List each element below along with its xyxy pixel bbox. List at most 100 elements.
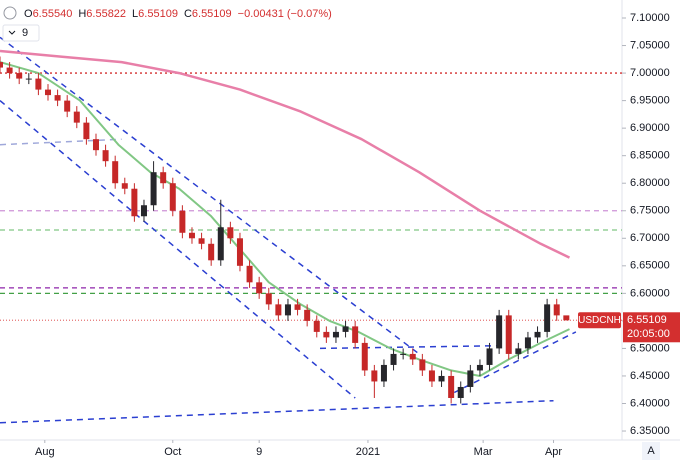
candle-body	[265, 293, 272, 305]
moving-average	[0, 61, 570, 377]
candle-body	[169, 183, 176, 211]
candle-body	[284, 304, 291, 316]
market-status-icon	[3, 6, 17, 20]
candle-body	[275, 304, 282, 316]
candle-body	[131, 188, 138, 217]
y-tick-label: 7.00000	[630, 67, 670, 79]
quote-key: H	[78, 8, 86, 20]
candle-body	[150, 172, 157, 206]
quote-value: 6.55109	[192, 8, 232, 20]
moving-average	[0, 49, 571, 259]
trendline	[453, 331, 577, 394]
candle-body	[0, 62, 3, 68]
candle-body	[121, 183, 128, 189]
candle-body	[83, 122, 90, 140]
candle-body	[524, 337, 531, 349]
quote-line: O6.55540 H6.55822 L6.55109 C6.55109 −0.00431…	[24, 8, 332, 20]
y-tick-label: 6.75000	[630, 205, 670, 217]
candle-body	[92, 139, 99, 151]
candle-body	[246, 265, 253, 283]
candle-body	[361, 342, 368, 371]
candle-body	[112, 161, 119, 184]
trendline	[0, 100, 356, 399]
candle-body	[304, 309, 311, 321]
y-tick-label: 6.65000	[630, 260, 670, 272]
quote-value: 6.55540	[33, 8, 73, 20]
candle-body	[208, 243, 215, 261]
symbol-tag	[578, 312, 621, 329]
candle-body	[428, 370, 435, 382]
candle-body	[390, 353, 397, 365]
indicator-toggle[interactable]	[2, 24, 40, 42]
candle-body	[236, 238, 243, 266]
price-tag	[623, 312, 680, 343]
candle-body	[313, 320, 320, 332]
candle-body	[64, 100, 71, 112]
candle-body	[16, 73, 23, 79]
quote-key: C	[184, 8, 192, 20]
symbol-tag-label: USDCNH	[578, 315, 621, 326]
quote-value: 6.55822	[86, 8, 126, 20]
quote-value: −0.00431 (−0.07%)	[238, 8, 332, 20]
quote-value: 6.55109	[138, 8, 178, 20]
candle-body	[102, 150, 109, 162]
x-tick-label: Mar	[474, 446, 493, 458]
candle-body	[448, 375, 455, 398]
candle-body	[496, 315, 503, 349]
indicator-count: 9	[22, 27, 28, 39]
y-tick-label: 7.10000	[630, 12, 670, 24]
candle-body	[332, 331, 339, 338]
chevron	[8, 30, 16, 35]
x-tick-label: 2021	[356, 446, 380, 458]
trendline	[319, 344, 500, 350]
candle-body	[534, 331, 541, 338]
candle-body	[544, 304, 551, 332]
y-tick-label: 6.70000	[630, 232, 670, 244]
x-tick-label: Apr	[545, 446, 562, 458]
candle-body	[217, 227, 224, 261]
y-tick-label: 6.40000	[630, 397, 670, 409]
candle-body	[25, 78, 32, 80]
candle-body	[188, 232, 195, 239]
candle-body	[323, 331, 330, 338]
price-tag-label: 6.55109	[627, 314, 667, 326]
candle-body	[400, 353, 407, 355]
auto-scale-label: A	[647, 445, 655, 457]
candle-body	[419, 359, 426, 371]
candle-body	[505, 315, 512, 354]
candle-body	[438, 375, 445, 382]
x-tick-label: Aug	[35, 446, 55, 458]
candle-body	[467, 370, 474, 387]
candle-body	[380, 364, 387, 382]
candle-body	[73, 111, 80, 123]
y-tick-label: 6.45000	[630, 370, 670, 382]
trendline	[0, 138, 122, 146]
quote-key: O	[24, 8, 33, 20]
x-tick-label: Oct	[164, 446, 181, 458]
y-tick-label: 6.95000	[630, 95, 670, 107]
candle-body	[563, 315, 570, 321]
candle-body	[553, 304, 560, 316]
candle-body	[44, 89, 51, 96]
y-tick-label: 6.90000	[630, 122, 670, 134]
y-tick-label: 6.35000	[630, 425, 670, 437]
candle-body	[352, 326, 359, 343]
candle-body	[140, 205, 147, 217]
candle-body	[35, 78, 42, 90]
candle-body	[6, 67, 13, 74]
candle-body	[54, 95, 61, 101]
candle-body	[486, 348, 493, 365]
y-tick-label: 6.80000	[630, 177, 670, 189]
candle-body	[476, 364, 483, 371]
candle-body	[409, 353, 416, 360]
auto-scale-button[interactable]	[642, 442, 660, 460]
candle-body	[371, 370, 378, 382]
y-tick-label: 6.60000	[630, 287, 670, 299]
trendline	[0, 399, 554, 424]
candle-body	[342, 326, 349, 332]
candle-body	[160, 172, 167, 184]
overlay: O6.55540 H6.55822 L6.55109 C6.55109 −0.00431…	[2, 6, 660, 460]
quote-key: L	[132, 8, 138, 20]
x-tick-label: 9	[256, 446, 262, 458]
